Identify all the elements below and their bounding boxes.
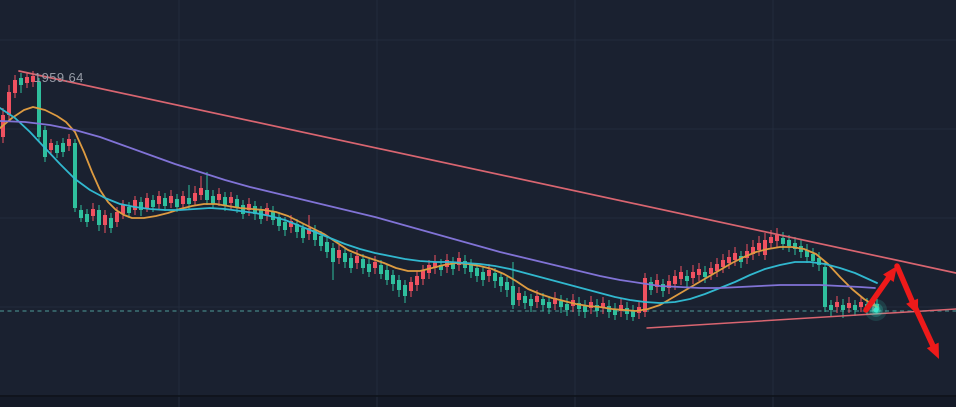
arrow-shaft	[894, 263, 918, 311]
upper-channel-line[interactable]	[18, 70, 956, 274]
ma-mid-line[interactable]	[0, 107, 878, 304]
arrow-shaft	[863, 269, 895, 313]
drawn-prediction-arrows[interactable]	[863, 263, 939, 359]
lower-pane	[0, 397, 956, 407]
arrow-head	[883, 266, 897, 283]
ma-fast-line[interactable]	[0, 106, 878, 312]
lower-channel-line[interactable]	[646, 308, 956, 329]
ma-slow-line[interactable]	[0, 120, 876, 289]
arrow-shaft	[913, 306, 939, 355]
arrow-head	[926, 342, 939, 359]
